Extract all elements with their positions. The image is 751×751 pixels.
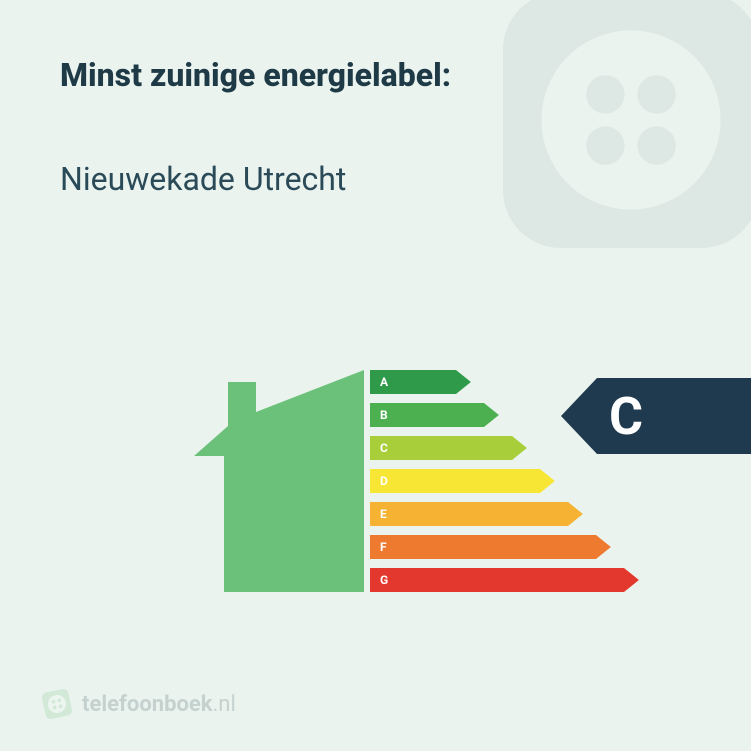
phonebook-icon [39, 686, 75, 722]
energy-bar-f: F [370, 535, 611, 559]
footer-brand-light: .nl [213, 692, 236, 717]
rating-badge-arrow [561, 378, 597, 454]
rating-badge-body: C [597, 378, 751, 454]
footer-text: telefoonboek.nl [82, 692, 236, 717]
energy-bar-g: G [370, 568, 639, 592]
footer-brand: telefoonboek.nl [42, 689, 236, 719]
energy-bar-label: G [380, 573, 388, 587]
page-title: Minst zuinige energielabel: [60, 56, 451, 94]
energy-bar-label: B [380, 408, 388, 422]
energy-bar-a: A [370, 370, 471, 394]
location-name: Nieuwekade Utrecht [60, 160, 346, 198]
energy-bar-d: D [370, 469, 555, 493]
energy-bar-label: F [380, 540, 387, 554]
energy-bar-label: A [380, 375, 389, 389]
energy-bar-e: E [370, 502, 583, 526]
watermark-icon [471, 0, 751, 280]
rating-badge: C [561, 378, 751, 454]
house-icon [194, 370, 364, 592]
energy-bar-c: C [370, 436, 527, 460]
energy-bar-label: C [380, 441, 388, 455]
energy-bar-label: E [380, 507, 387, 521]
energy-bar-label: D [380, 474, 388, 488]
rating-letter: C [609, 386, 643, 447]
footer-brand-bold: telefoonboek [82, 692, 213, 717]
energy-bar-b: B [370, 403, 499, 427]
